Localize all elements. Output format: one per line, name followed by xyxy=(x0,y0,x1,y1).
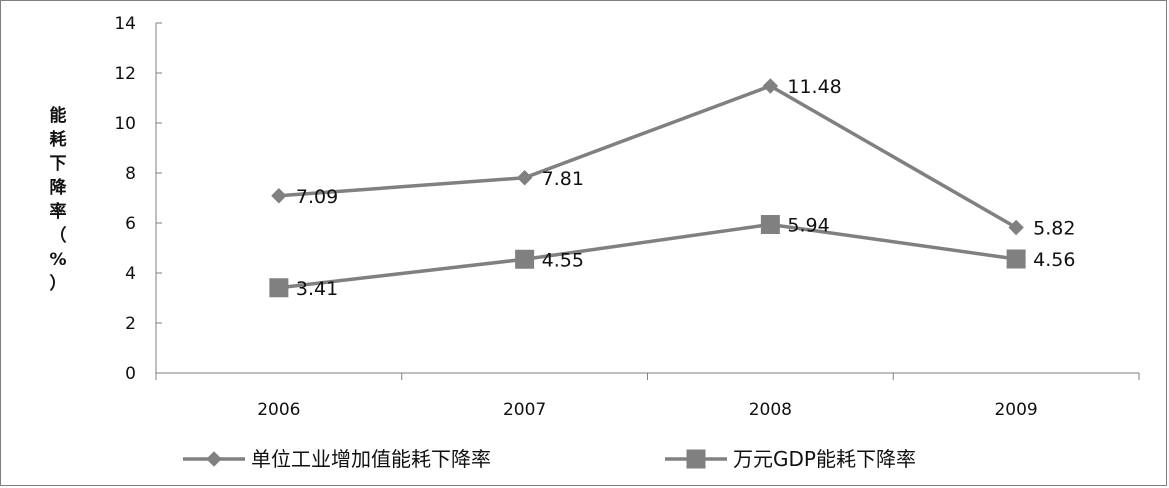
legend-marker-square xyxy=(686,449,706,469)
x-axis: 2006 2007 2008 2009 xyxy=(155,372,1140,420)
data-label: 3.41 xyxy=(296,278,338,300)
data-label: 7.09 xyxy=(296,186,338,208)
y-axis-label-char: 能 xyxy=(50,105,67,126)
y-tick-label: 12 xyxy=(114,64,136,84)
data-point-square xyxy=(760,215,780,234)
data-point-diamond xyxy=(1008,219,1024,236)
y-axis-label-char: 下 xyxy=(50,154,67,174)
legend-label: 万元GDP能耗下降率 xyxy=(733,447,916,471)
series-layer xyxy=(269,78,1026,298)
y-tick-label: 4 xyxy=(125,264,136,284)
data-label: 4.56 xyxy=(1033,249,1075,271)
y-tick-label: 6 xyxy=(125,214,136,234)
data-label: 7.81 xyxy=(542,168,584,190)
data-point-diamond xyxy=(762,78,779,94)
y-tick-label: 2 xyxy=(125,314,136,334)
x-tick-label: 2006 xyxy=(257,400,300,420)
y-axis-label-char: 降 xyxy=(50,177,68,198)
x-tick-label: 2008 xyxy=(749,400,792,420)
y-tick-label: 10 xyxy=(114,114,136,134)
y-tick-label: 8 xyxy=(125,164,136,184)
data-label: 5.94 xyxy=(787,215,829,237)
data-label: 5.82 xyxy=(1033,218,1075,240)
data-label: 4.55 xyxy=(542,249,584,271)
y-tick-label: 14 xyxy=(114,14,136,34)
y-axis-label-char: （ xyxy=(50,225,67,246)
y-tick-label: 0 xyxy=(125,364,136,384)
data-point-diamond xyxy=(516,170,533,186)
y-axis-label-char: 率 xyxy=(50,201,67,222)
data-point-square xyxy=(515,249,535,269)
y-axis-label-char: % xyxy=(49,250,66,270)
legend: 单位工业增加值能耗下降率 万元GDP能耗下降率 xyxy=(183,447,916,471)
x-tick-label: 2007 xyxy=(503,400,546,420)
data-point-square xyxy=(1006,249,1026,269)
x-tick-label: 2009 xyxy=(994,400,1037,420)
legend-marker-diamond xyxy=(206,451,222,467)
data-labels: 7.09 7.81 11.48 5.82 3.41 4.55 5.94 4.56 xyxy=(296,76,1076,300)
data-point-square xyxy=(269,278,289,298)
y-axis-label-char: 耗 xyxy=(50,129,67,150)
data-point-diamond xyxy=(271,188,287,204)
series-line-square xyxy=(278,222,1017,290)
data-label: 11.48 xyxy=(787,76,841,98)
y-axis-label: 能耗下降率 （% ） xyxy=(49,105,67,294)
legend-label: 单位工业增加值能耗下降率 xyxy=(251,447,491,471)
y-axis: 0 2 4 6 8 10 12 14 xyxy=(114,14,162,384)
series-line-diamond xyxy=(278,84,1017,230)
y-axis-label-char: ） xyxy=(50,273,67,294)
